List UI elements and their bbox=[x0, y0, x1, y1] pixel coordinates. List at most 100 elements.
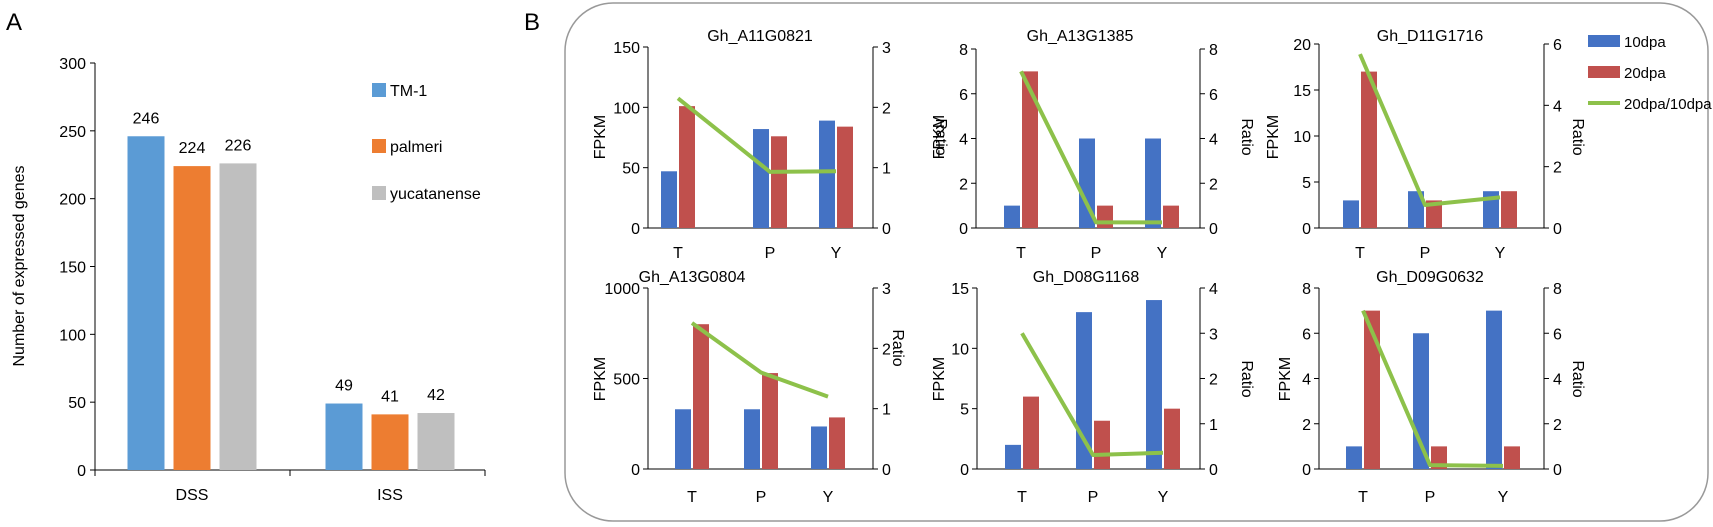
y-tick-label: 150 bbox=[59, 260, 86, 277]
y-tick-label: 15 bbox=[951, 281, 969, 298]
y-tick-label: 100 bbox=[59, 327, 86, 344]
y2-axis-title: Ratio bbox=[1238, 360, 1255, 397]
bar-tm-1-iss bbox=[325, 403, 363, 470]
y2-tick-label: 0 bbox=[1553, 462, 1562, 479]
x-tick-label: P bbox=[756, 489, 767, 506]
y2-tick-label: 8 bbox=[1209, 42, 1218, 59]
panel-a-chart: 0 50 100 150 200 250 300 DSS 246 224 226 ISS 49 41 42 N… bbox=[11, 56, 486, 504]
bar-palmeri-dss bbox=[173, 166, 211, 470]
bar-10dpa-p bbox=[1408, 191, 1424, 228]
y-tick-label: 6 bbox=[959, 87, 968, 104]
y2-tick-label: 4 bbox=[1553, 372, 1562, 389]
y-tick-label: 2 bbox=[1302, 417, 1311, 434]
legend-label-yucatanense: yucatanense bbox=[390, 186, 481, 203]
bar-20dpa-y bbox=[1504, 446, 1520, 469]
bar-20dpa-y bbox=[1164, 408, 1180, 469]
x-tick-label: P bbox=[1088, 489, 1099, 506]
chart-title: Gh_A13G0804 bbox=[639, 269, 746, 286]
y2-tick-label: 2 bbox=[1553, 160, 1562, 177]
x-tick-label: Y bbox=[1495, 245, 1506, 262]
legend-swatch-tm-1 bbox=[372, 83, 386, 97]
y2-tick-label: 1 bbox=[882, 402, 891, 419]
legend-label-palmeri: palmeri bbox=[390, 139, 442, 156]
bar-20dpa-t bbox=[1364, 310, 1380, 469]
x-tick-label: Y bbox=[1498, 489, 1509, 506]
bar-10dpa-y bbox=[1146, 300, 1162, 469]
bar-20dpa-y bbox=[1501, 191, 1517, 228]
y2-axis-title: Ratio bbox=[1569, 360, 1586, 397]
y2-tick-label: 1 bbox=[1209, 417, 1218, 434]
y-tick-label: 50 bbox=[622, 161, 640, 178]
y2-tick-label: 0 bbox=[1209, 221, 1218, 238]
y-tick-label: 300 bbox=[59, 56, 86, 73]
x-tick-label: Y bbox=[1157, 245, 1168, 262]
y-tick-label: 500 bbox=[613, 372, 640, 389]
y-tick-label: 200 bbox=[59, 192, 86, 209]
y-tick-label: 10 bbox=[1293, 129, 1311, 146]
x-tick-label: P bbox=[1420, 245, 1431, 262]
bar-20dpa-p bbox=[1094, 420, 1110, 469]
legend-swatch-yucatanense bbox=[372, 186, 386, 200]
bar-10dpa-t bbox=[1005, 444, 1021, 469]
y-tick-label: 6 bbox=[1302, 326, 1311, 343]
y-tick-label: 250 bbox=[59, 124, 86, 141]
bar-10dpa-p bbox=[1079, 138, 1095, 228]
bar-10dpa-y bbox=[811, 426, 827, 469]
x-tick-label: ISS bbox=[377, 487, 403, 504]
y-tick-label: 5 bbox=[960, 402, 969, 419]
chart-title: Gh_D08G1168 bbox=[1033, 269, 1140, 286]
y-tick-label: 0 bbox=[631, 221, 640, 238]
chart-title: Gh_A11G0821 bbox=[707, 28, 813, 45]
bar-tm-1-dss bbox=[127, 136, 165, 470]
panel-label-a: A bbox=[6, 9, 22, 36]
chart-gh_a13g0804: Gh_A13G0804 0 500 1000 0 1 2 3 T P Y FPKM Ratio bbox=[592, 269, 906, 506]
y-tick-label: 0 bbox=[1302, 221, 1311, 238]
x-tick-label: DSS bbox=[176, 487, 209, 504]
x-tick-label: T bbox=[687, 489, 697, 506]
y2-tick-label: 3 bbox=[882, 281, 891, 298]
bar-20dpa-p bbox=[762, 373, 778, 469]
legend-panel-b: 10dpa 20dpa 20dpa/10dpa bbox=[1588, 34, 1712, 113]
x-tick-label: T bbox=[1017, 489, 1027, 506]
chart-title: Gh_D11G1716 bbox=[1377, 28, 1484, 45]
y2-tick-label: 0 bbox=[882, 221, 891, 238]
y-axis-title: FPKM bbox=[592, 357, 609, 401]
bar-10dpa-y bbox=[1145, 138, 1161, 228]
y2-tick-label: 0 bbox=[882, 462, 891, 479]
legend-label: 20dpa bbox=[1624, 65, 1666, 82]
bar-10dpa-t bbox=[1004, 205, 1020, 228]
y-tick-label: 100 bbox=[613, 100, 640, 117]
y2-tick-label: 4 bbox=[1209, 132, 1218, 149]
chart-title: Gh_D09G0632 bbox=[1376, 269, 1484, 286]
y-tick-label: 5 bbox=[1302, 175, 1311, 192]
x-tick-label: T bbox=[1016, 245, 1026, 262]
ratio-line bbox=[690, 321, 829, 399]
y-tick-label: 0 bbox=[960, 462, 969, 479]
y2-tick-label: 4 bbox=[1553, 98, 1562, 115]
y2-tick-label: 0 bbox=[1553, 221, 1562, 238]
y2-tick-label: 2 bbox=[1209, 372, 1218, 389]
bar-10dpa-t bbox=[1343, 200, 1359, 228]
bar-20dpa-y bbox=[829, 417, 845, 469]
bar-10dpa-t bbox=[1346, 446, 1362, 469]
bar-20dpa-t bbox=[1023, 396, 1039, 469]
bar-20dpa-t bbox=[679, 106, 695, 228]
y2-axis-title: Ratio bbox=[932, 118, 949, 155]
y2-tick-label: 2 bbox=[1209, 176, 1218, 193]
y2-tick-label: 4 bbox=[1209, 281, 1218, 298]
bar-palmeri-iss bbox=[371, 414, 409, 470]
chart-title: Gh_A13G1385 bbox=[1027, 28, 1134, 45]
data-label: 224 bbox=[179, 140, 206, 157]
y2-tick-label: 6 bbox=[1553, 37, 1562, 54]
y-tick-label: 8 bbox=[959, 42, 968, 59]
bar-20dpa-y bbox=[1163, 205, 1179, 228]
data-label: 226 bbox=[225, 137, 252, 154]
y2-tick-label: 2 bbox=[882, 100, 891, 117]
y2-tick-label: 8 bbox=[1553, 281, 1562, 298]
x-tick-label: T bbox=[1358, 489, 1368, 506]
x-tick-label: T bbox=[1355, 245, 1365, 262]
y-tick-label: 2 bbox=[959, 176, 968, 193]
